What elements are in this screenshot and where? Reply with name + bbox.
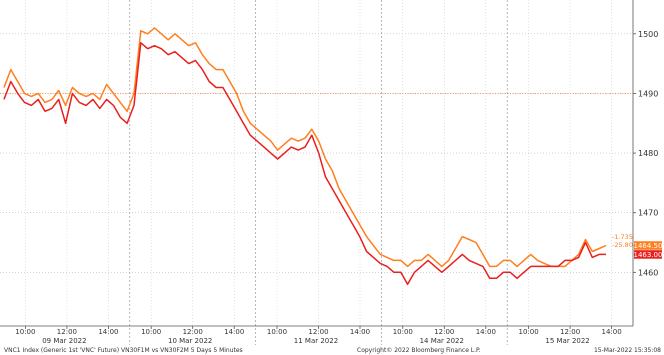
y-tick-label: 1480 [638,149,658,158]
x-tick-label: 14:00 [98,328,118,336]
spread-annotation-label: -1.735 [612,233,633,241]
grid-lines [0,0,633,345]
day-label: 14 Mar 2022 [420,337,464,345]
x-tick-label: 14:00 [224,328,244,336]
x-tick-label: 12:00 [560,328,580,336]
day-label: 11 Mar 2022 [294,337,338,345]
footer: VNC1 Index (Generic 1st 'VNC' Future) VN… [4,347,661,354]
x-tick-label: 14:00 [476,328,496,336]
y-tick-label: 1490 [638,89,658,98]
series-line-1 [3,27,607,268]
y-tick-label: 1500 [638,30,658,39]
spread-annotation: -1.735 -25.80 [612,233,633,249]
x-tick-label: 12:00 [183,328,203,336]
x-tick-label: 12:00 [57,328,77,336]
spread-annotation-value: -25.80 [612,241,633,249]
day-label: 10 Mar 2022 [168,337,212,345]
last-value-box-2 [634,250,662,259]
y-tick-label: 1470 [638,209,658,218]
series-line-2 [3,42,606,286]
y-axis-ticks: 1460 1470 1480 1490 1500 [633,30,658,277]
series-lines [3,27,607,286]
x-tick-label: 14:00 [350,328,370,336]
x-tick-label: 10:00 [267,328,287,336]
last-value-box-1 [634,241,662,250]
last-value-label-1: 1464.50 [634,242,663,250]
x-tick-label: 14:00 [602,328,622,336]
x-tick-label: 10:00 [518,328,538,336]
footer-copyright: Copyright© 2022 Bloomberg Finance L.P. [357,347,481,354]
x-tick-label: 12:00 [434,328,454,336]
x-axis-ticks: 10:00 12:00 14:00 09 Mar 2022 10:00 12:00 14:0… [15,326,622,345]
day-label: 15 Mar 2022 [545,337,589,345]
footer-timestamp: 15-Mar-2022 15:35:08 [594,347,661,354]
y-tick-label: 1460 [638,268,658,277]
x-tick-label: 10:00 [141,328,161,336]
day-label: 09 Mar 2022 [42,337,86,345]
last-value-label-2: 1463.00 [634,251,663,259]
footer-description: VNC1 Index (Generic 1st 'VNC' Future) VN… [4,347,243,354]
x-tick-label: 12:00 [308,328,328,336]
x-tick-label: 10:00 [15,328,35,336]
x-tick-label: 10:00 [393,328,413,336]
